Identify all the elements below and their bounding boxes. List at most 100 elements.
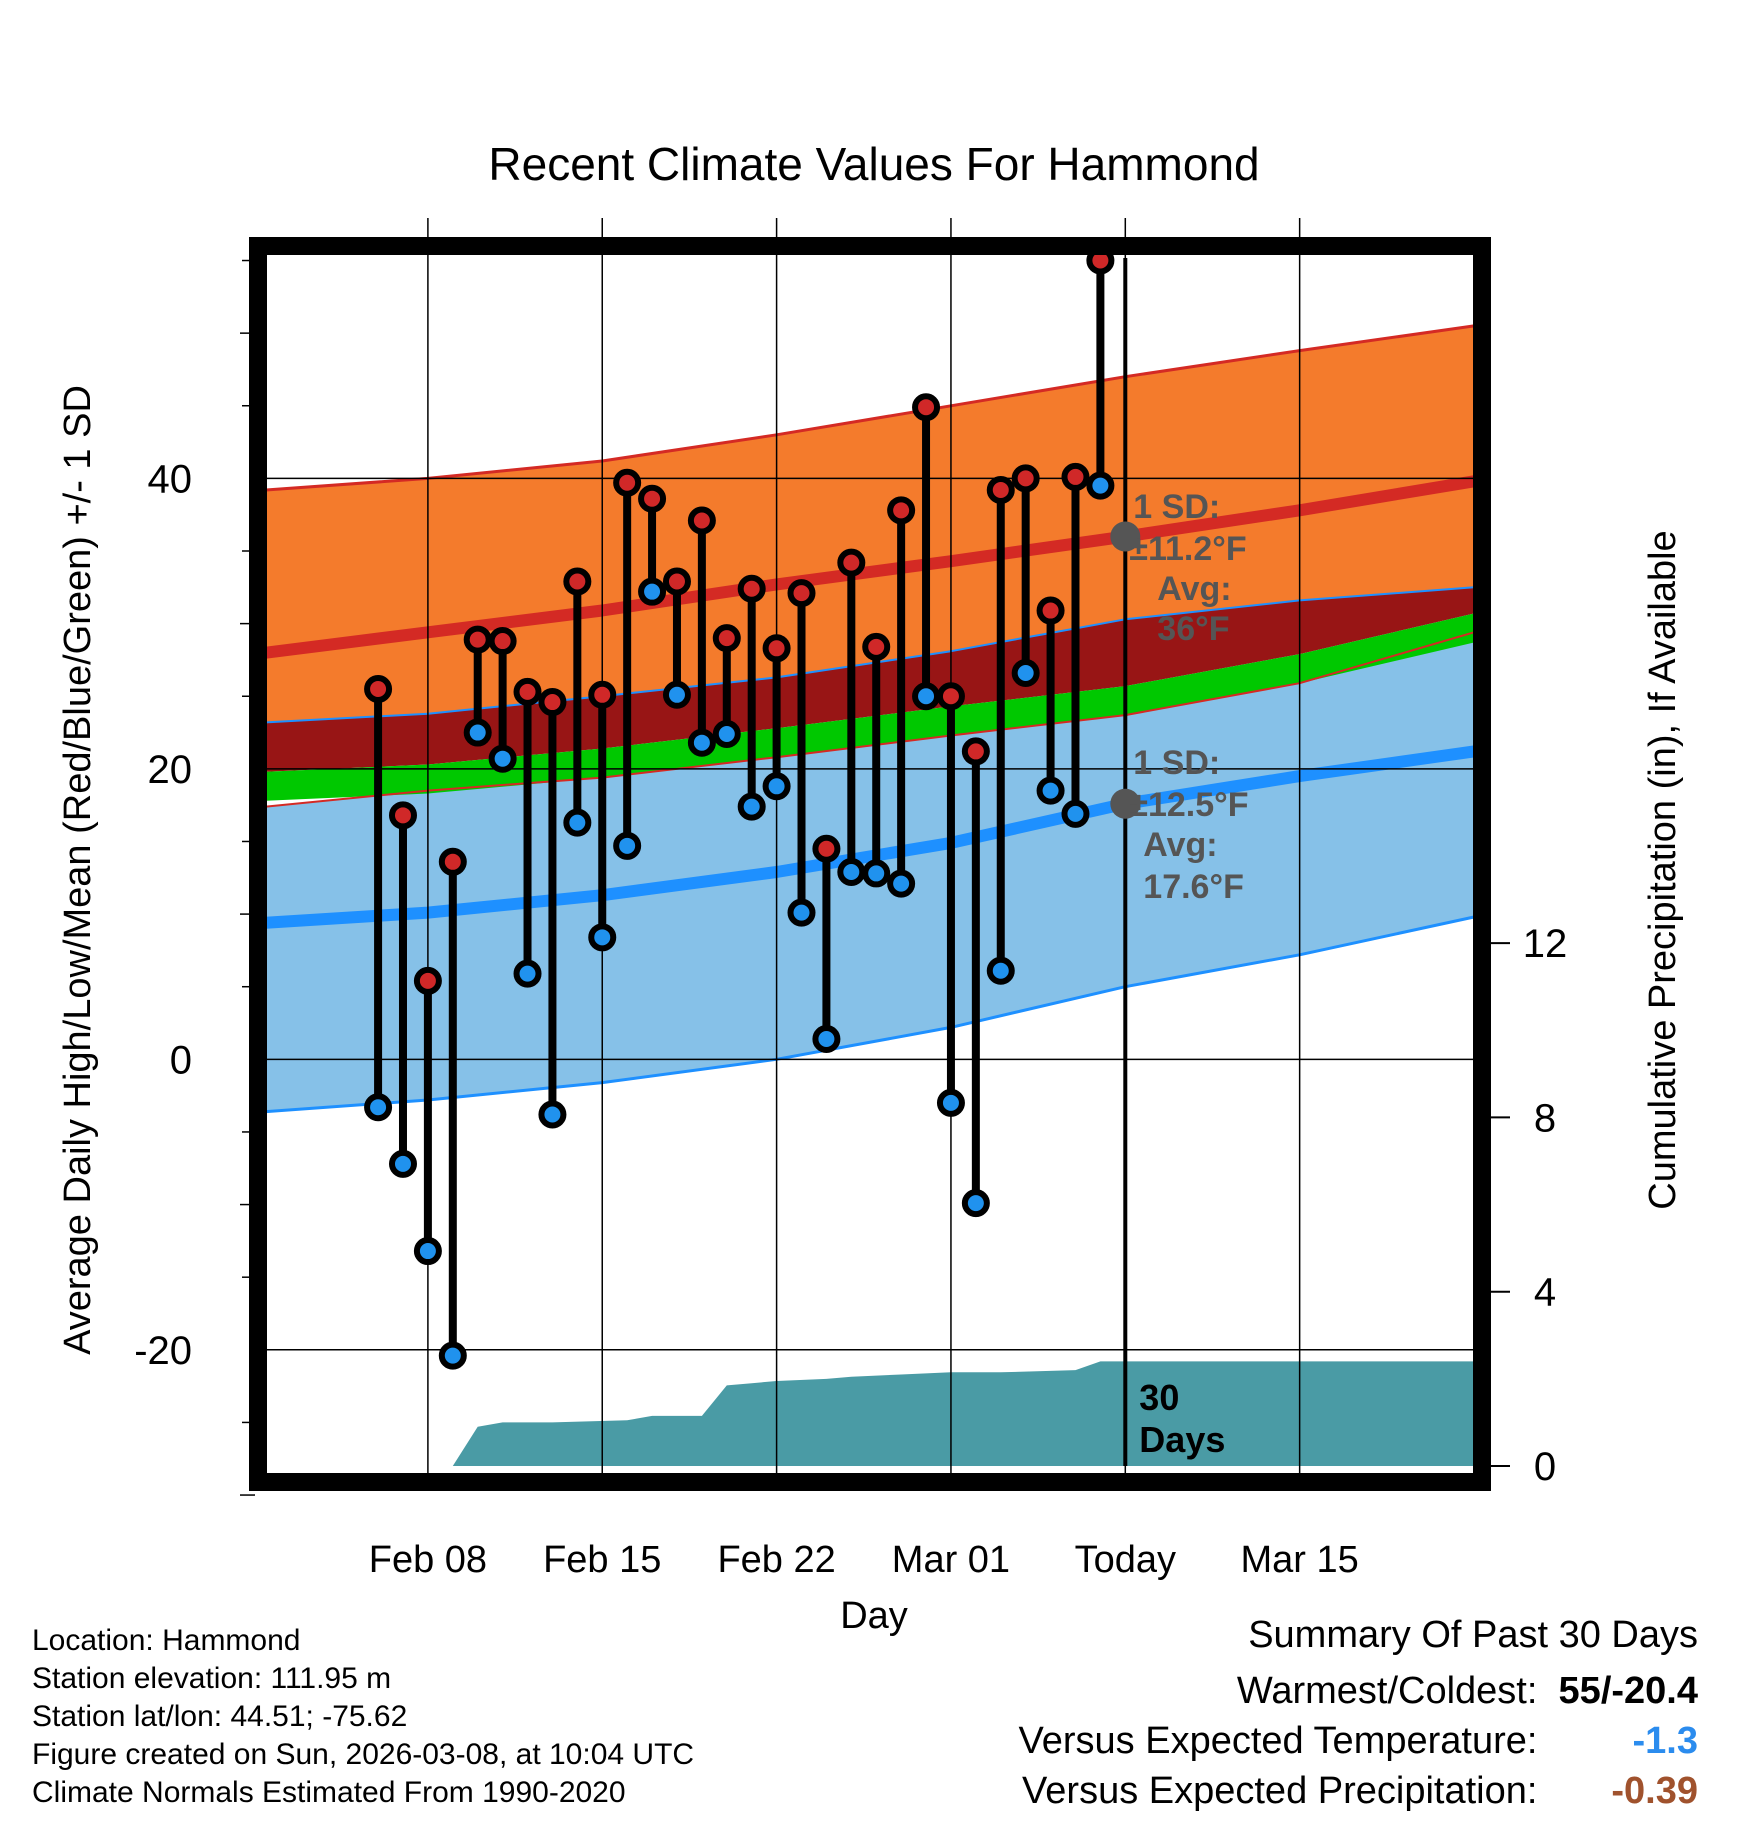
- daily-high-point: [388, 801, 417, 830]
- low-average-line: [265, 745, 1475, 929]
- daily-high-point: [1061, 462, 1090, 491]
- low-upper-line: [265, 631, 1475, 808]
- daily-low-point: [413, 1237, 442, 1266]
- daily-high-point: [588, 680, 617, 709]
- y2-tick-label: 12: [1523, 922, 1568, 966]
- low-lower-line: [265, 915, 1475, 1114]
- daily-high-point: [837, 548, 866, 577]
- daily-low-point: [837, 857, 866, 886]
- daily-low-point: [438, 1341, 467, 1370]
- daily-high-point: [961, 737, 990, 766]
- y2-tick-label: 4: [1534, 1271, 1556, 1315]
- daily-high-point: [662, 567, 691, 596]
- daily-low-point: [1061, 799, 1090, 828]
- summary-label: Versus Expected Precipitation:: [1022, 1770, 1538, 1812]
- y2-tick-label: 8: [1534, 1096, 1556, 1140]
- daily-low-point: [613, 831, 642, 860]
- daily-high-point: [712, 624, 741, 653]
- daily-high-point: [563, 567, 592, 596]
- y-tick-label: 0: [170, 1038, 192, 1082]
- daily-low-point: [388, 1149, 417, 1178]
- daily-high-point: [364, 674, 393, 703]
- daily-high-point: [488, 627, 517, 656]
- daily-high-point: [687, 506, 716, 535]
- x-tick-label: Today: [1075, 1539, 1176, 1581]
- daily-low-point: [961, 1189, 990, 1218]
- y-tick-label: 40: [148, 457, 193, 501]
- daily-high-point: [413, 966, 442, 995]
- high-lower-line: [265, 586, 1475, 724]
- daily-low-point: [936, 1088, 965, 1117]
- elevation-text: Station elevation: 111.95 m: [32, 1662, 392, 1695]
- daily-high-point: [1011, 464, 1040, 493]
- summary-panel: Summary Of Past 30 Days Warmest/Coldest:…: [1019, 1614, 1698, 1816]
- low-sd-value: ±12.5°F: [1129, 786, 1248, 824]
- daily-high-point: [538, 688, 567, 717]
- daily-low-point: [812, 1025, 841, 1053]
- daily-low-point: [638, 577, 667, 606]
- location-text: Location: Hammond: [32, 1624, 301, 1657]
- summary-value: 55/-20.4: [1558, 1670, 1698, 1712]
- x-axis-label: Day: [840, 1595, 908, 1637]
- daily-high-point: [936, 682, 965, 711]
- high-low-overlap-band: [266, 587, 1474, 772]
- daily-high-point: [887, 496, 916, 525]
- y2-axis-label: Cumulative Precipitation (in), If Availa…: [1642, 530, 1684, 1209]
- summary-row-precipitation: Versus Expected Precipitation: -0.39: [1019, 1766, 1698, 1816]
- low-avg-label: Avg:: [1143, 826, 1217, 864]
- high-upper-line: [265, 324, 1475, 492]
- daily-low-point: [862, 859, 891, 888]
- daily-high-point: [862, 632, 891, 661]
- daily-high-point: [812, 834, 841, 863]
- high-sd-value: ±11.2°F: [1129, 530, 1246, 568]
- daily-low-point: [787, 898, 816, 927]
- period-label-unit: Days: [1139, 1419, 1225, 1460]
- daily-low-point: [364, 1093, 393, 1122]
- summary-label: Warmest/Coldest:: [1236, 1670, 1538, 1712]
- daily-high-point: [638, 484, 667, 513]
- daily-low-point: [1036, 776, 1065, 805]
- daily-high-point: [1036, 596, 1065, 625]
- daily-high-point: [613, 468, 642, 497]
- low-average-marker: [1110, 788, 1141, 819]
- high-sd-band: [266, 325, 1474, 723]
- summary-label: Versus Expected Temperature:: [1018, 1720, 1538, 1762]
- daily-low-point: [588, 923, 617, 952]
- daily-low-point: [762, 772, 791, 801]
- daily-low-point: [563, 808, 592, 837]
- latlon-text: Station lat/lon: 44.51; -75.62: [32, 1700, 408, 1733]
- high-average-line: [265, 475, 1475, 659]
- created-text: Figure created on Sun, 2026-03-08, at 10…: [32, 1738, 695, 1771]
- summary-title: Summary Of Past 30 Days: [1248, 1614, 1698, 1656]
- x-tick-label: Feb 08: [369, 1539, 487, 1581]
- daily-low-point: [737, 792, 766, 821]
- summary-value: -1.3: [1632, 1720, 1698, 1762]
- normals-text: Climate Normals Estimated From 1990-2020: [32, 1776, 626, 1809]
- y-axis-label: Average Daily High/Low/Mean (Red/Blue/Gr…: [57, 385, 99, 1355]
- daily-low-point: [887, 869, 916, 898]
- high-avg-value: 36°F: [1157, 610, 1229, 648]
- daily-high-point: [986, 476, 1015, 504]
- daily-high-point: [912, 393, 941, 422]
- precipitation-area: [340, 1361, 1475, 1466]
- period-label-number: 30: [1139, 1377, 1179, 1418]
- y2-tick-label: 0: [1534, 1445, 1556, 1489]
- daily-low-point: [1086, 471, 1115, 500]
- daily-low-point: [712, 720, 741, 748]
- x-tick-label: Mar 15: [1241, 1539, 1359, 1581]
- summary-value: -0.39: [1611, 1770, 1698, 1812]
- x-tick-label: Feb 22: [717, 1539, 835, 1581]
- plot-frame: [249, 237, 1491, 1491]
- daily-high-point: [513, 677, 542, 706]
- mean-sd-band: [266, 613, 1474, 801]
- daily-low-point: [488, 744, 517, 773]
- daily-low-point: [1011, 659, 1040, 687]
- daily-high-point: [787, 579, 816, 608]
- high-avg-label: Avg:: [1157, 570, 1231, 608]
- daily-low-point: [912, 682, 941, 711]
- daily-low-point: [463, 718, 492, 747]
- y-tick-label: -20: [134, 1329, 192, 1373]
- daily-low-point: [538, 1100, 567, 1129]
- summary-row-temperature: Versus Expected Temperature: -1.3: [1019, 1716, 1698, 1766]
